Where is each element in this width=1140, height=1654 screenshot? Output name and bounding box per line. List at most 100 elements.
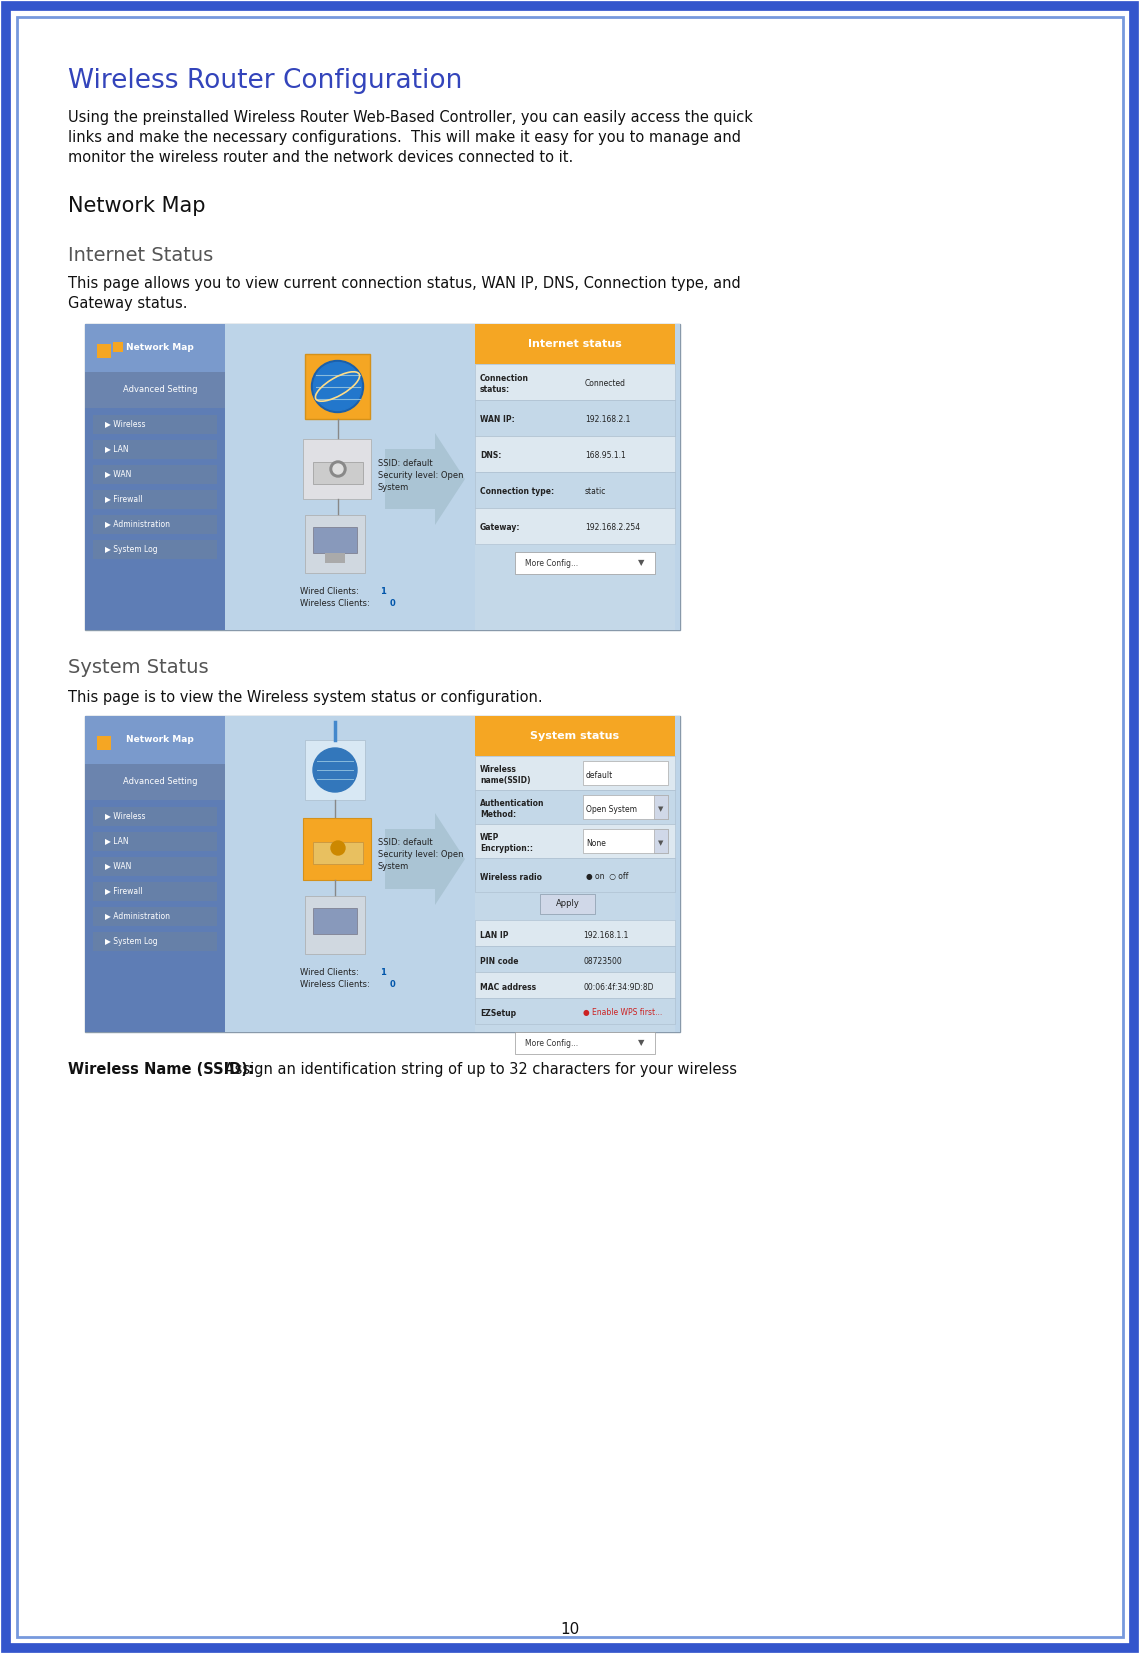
Bar	[475, 997, 675, 1024]
Text: 192.168.2.254: 192.168.2.254	[585, 524, 641, 533]
Text: Gateway:: Gateway:	[480, 524, 521, 533]
Bar	[97, 344, 111, 357]
Bar	[93, 415, 217, 433]
Bar	[93, 465, 217, 485]
Text: Network Map: Network Map	[127, 736, 194, 744]
Text: Network Map: Network Map	[127, 344, 194, 352]
Text: Wireless Name (SSID):: Wireless Name (SSID):	[68, 1062, 254, 1077]
Text: ▼: ▼	[638, 1039, 644, 1047]
Text: ▶ Administration: ▶ Administration	[105, 911, 170, 921]
Text: Open System: Open System	[586, 804, 637, 814]
Bar	[306, 354, 370, 418]
Text: Authentication
Method:: Authentication Method:	[480, 799, 545, 819]
Text: Connected: Connected	[585, 379, 626, 389]
Bar	[86, 372, 225, 409]
Text: LAN IP: LAN IP	[480, 931, 508, 939]
Text: More Config...: More Config...	[526, 559, 578, 567]
Bar	[583, 796, 668, 819]
Bar	[86, 324, 225, 630]
Bar	[97, 736, 111, 749]
Text: 00:06:4f:34:9D:8D: 00:06:4f:34:9D:8D	[583, 982, 653, 991]
Text: ● Enable WPS first...: ● Enable WPS first...	[583, 1009, 662, 1017]
Bar	[225, 324, 679, 630]
Text: System status: System status	[530, 731, 619, 741]
Text: links and make the necessary configurations.  This will make it easy for you to : links and make the necessary configurati…	[68, 131, 741, 146]
Text: Gateway status.: Gateway status.	[68, 296, 187, 311]
Bar	[314, 528, 357, 552]
Bar	[86, 716, 679, 1032]
Bar	[475, 471, 675, 508]
Text: default: default	[586, 771, 613, 779]
Bar	[314, 908, 357, 935]
Text: static: static	[585, 488, 606, 496]
Bar	[515, 1032, 655, 1054]
Text: 08723500: 08723500	[583, 956, 621, 966]
Bar	[325, 552, 345, 562]
Text: Wired Clients:: Wired Clients:	[300, 587, 361, 595]
Text: ▶ Wireless: ▶ Wireless	[105, 420, 146, 428]
Text: Apply: Apply	[556, 900, 580, 908]
Text: 168.95.1.1: 168.95.1.1	[585, 452, 626, 460]
Polygon shape	[385, 814, 465, 905]
Text: ▶ Administration: ▶ Administration	[105, 519, 170, 529]
Text: ▶ System Log: ▶ System Log	[105, 936, 157, 946]
Text: ▶ WAN: ▶ WAN	[105, 470, 131, 478]
Text: ● on  ○ off: ● on ○ off	[586, 873, 628, 882]
Bar	[86, 764, 225, 801]
Text: Advanced Setting: Advanced Setting	[123, 385, 197, 395]
Bar	[303, 819, 370, 880]
Text: ▶ System Log: ▶ System Log	[105, 544, 157, 554]
Bar	[475, 400, 675, 437]
Text: WEP
Encryption::: WEP Encryption::	[480, 834, 534, 853]
Text: Using the preinstalled Wireless Router Web-Based Controller, you can easily acce: Using the preinstalled Wireless Router W…	[68, 111, 752, 126]
Bar	[303, 438, 370, 500]
Circle shape	[329, 461, 347, 476]
Bar	[475, 716, 675, 756]
Text: ▼: ▼	[658, 840, 663, 845]
Text: MAC address: MAC address	[480, 982, 536, 991]
Bar	[306, 514, 365, 572]
Bar	[475, 508, 675, 544]
Text: ▶ LAN: ▶ LAN	[105, 445, 129, 453]
Text: ▶ Wireless: ▶ Wireless	[105, 812, 146, 820]
Text: ▶ Firewall: ▶ Firewall	[105, 495, 142, 503]
Text: Security level: Open: Security level: Open	[378, 471, 464, 480]
Circle shape	[314, 748, 357, 792]
Text: ▶ LAN: ▶ LAN	[105, 837, 129, 845]
Bar	[93, 931, 217, 951]
Bar	[93, 490, 217, 509]
Bar	[93, 539, 217, 559]
Bar	[475, 756, 675, 791]
Text: Wired Clients:: Wired Clients:	[300, 968, 361, 978]
Bar	[93, 882, 217, 901]
Bar	[306, 896, 365, 954]
Bar	[306, 739, 365, 801]
Text: SSID: default: SSID: default	[378, 839, 432, 847]
Text: ▶ WAN: ▶ WAN	[105, 862, 131, 870]
Text: EZSetup: EZSetup	[480, 1009, 516, 1017]
Text: Advanced Setting: Advanced Setting	[123, 777, 197, 787]
Bar	[583, 829, 668, 853]
Bar	[93, 832, 217, 852]
Text: ▼: ▼	[658, 805, 663, 812]
Text: SSID: default: SSID: default	[378, 460, 432, 468]
Text: Assign an identification string of up to 32 characters for your wireless: Assign an identification string of up to…	[220, 1062, 736, 1077]
Bar	[475, 324, 675, 364]
Text: 192.168.1.1: 192.168.1.1	[583, 931, 628, 939]
Text: 0: 0	[390, 981, 396, 989]
Bar	[93, 514, 217, 534]
Bar	[475, 791, 675, 824]
Bar	[93, 857, 217, 877]
Bar	[475, 946, 675, 973]
Text: Wireless Router Configuration: Wireless Router Configuration	[68, 68, 463, 94]
Bar	[540, 895, 595, 915]
Bar	[314, 461, 363, 485]
Text: 1: 1	[380, 587, 385, 595]
Bar	[515, 552, 655, 574]
Text: Internet Status: Internet Status	[68, 246, 213, 265]
Bar	[93, 440, 217, 460]
Polygon shape	[385, 433, 465, 524]
Circle shape	[333, 465, 343, 475]
Bar	[475, 973, 675, 997]
Text: Wireless
name(SSID): Wireless name(SSID)	[480, 766, 530, 784]
